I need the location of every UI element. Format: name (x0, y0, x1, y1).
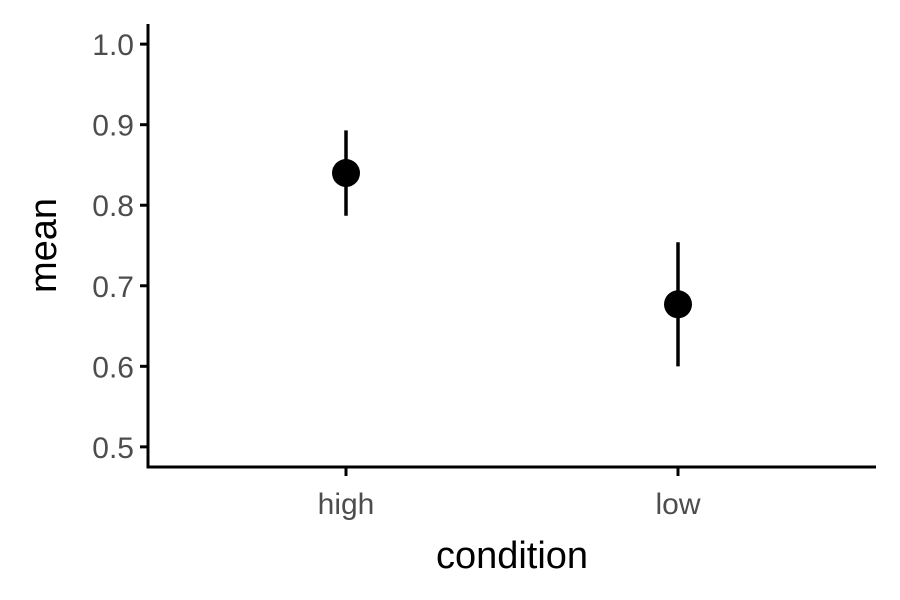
x-tick-label-high: high (318, 488, 375, 521)
y-tick-label: 1.0 (92, 29, 134, 62)
data-points (332, 159, 692, 319)
y-tick-label: 0.7 (92, 271, 134, 304)
x-tick-label-low: low (655, 488, 700, 521)
x-axis-ticks: high low (318, 467, 701, 521)
x-axis-title: condition (436, 535, 588, 577)
y-tick-label: 0.9 (92, 110, 134, 143)
error-bars (344, 130, 680, 367)
point-high (332, 159, 360, 188)
y-tick-label: 0.8 (92, 190, 134, 223)
y-tick-label: 0.6 (92, 351, 134, 384)
y-axis-ticks: 0.5 0.6 0.7 0.8 0.9 1.0 (92, 29, 148, 465)
point-low (664, 290, 692, 319)
y-tick-label: 0.5 (92, 432, 134, 465)
y-axis-title: mean (23, 198, 65, 293)
